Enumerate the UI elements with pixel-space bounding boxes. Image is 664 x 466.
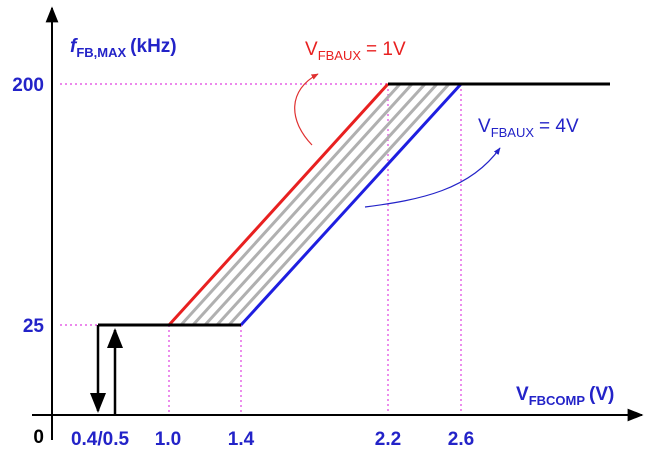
x-tick-label: 2.6 (448, 429, 474, 450)
label-part: FBCOMP (529, 393, 586, 408)
red-line (167, 82, 390, 327)
annotation: VFBAUX = 1V (305, 39, 406, 63)
hatch (179, 82, 451, 327)
x-tick-label: 0.4/0.5 (71, 429, 130, 450)
origin-label: 0 (33, 427, 44, 448)
label-part: f (70, 36, 78, 57)
label-part: = 1V (366, 39, 406, 60)
guides (60, 83, 462, 415)
label-part: FBAUX (318, 48, 362, 63)
label-part: V (516, 384, 529, 405)
y-axis-label: fFB,MAX (kHz) (70, 36, 177, 60)
x-tick-label: 2.2 (375, 429, 401, 450)
black-curve (98, 82, 610, 327)
x-tick-label: 1.0 (155, 429, 181, 450)
blue-arrow (364, 147, 501, 208)
label-part: FBAUX (491, 125, 535, 140)
label-part: (kHz) (130, 36, 176, 57)
annotation: VFBAUX = 4V (478, 116, 579, 140)
label-part: (V) (589, 384, 614, 405)
blue-line (239, 82, 463, 327)
y-tick-label: 25 (23, 316, 45, 337)
label-part: FB,MAX (76, 45, 126, 60)
y-tick-label: 200 (12, 75, 44, 96)
label-part: V (478, 116, 491, 137)
x-tick-label: 1.4 (228, 429, 255, 450)
label-part: = 4V (539, 116, 579, 137)
label-part: V (305, 39, 318, 60)
red-arrow (294, 73, 319, 146)
x-axis-label: VFBCOMP (V) (516, 384, 614, 408)
